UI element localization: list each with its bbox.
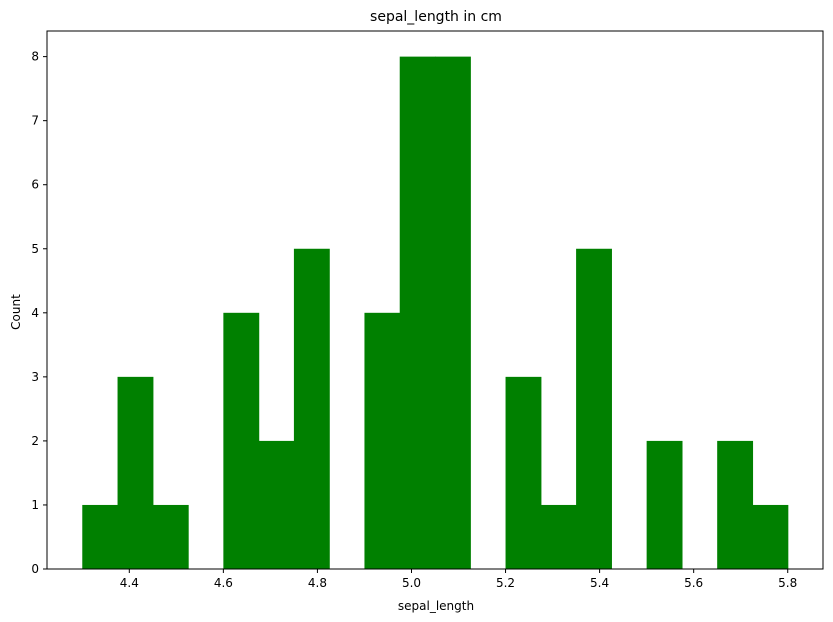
x-axis-label: sepal_length bbox=[398, 599, 474, 613]
x-tick-label-7: 5.8 bbox=[778, 576, 797, 590]
histogram-bar-8 bbox=[364, 312, 401, 569]
histogram-bar-2 bbox=[152, 504, 189, 569]
histogram-bar-10 bbox=[435, 56, 471, 570]
histogram-bar-12 bbox=[505, 376, 542, 569]
y-tick-label-6: 6 bbox=[31, 178, 39, 192]
histogram-bar-13 bbox=[540, 504, 577, 569]
x-tick-label-6: 5.6 bbox=[684, 576, 703, 590]
x-axis-ticks: 4.4 4.6 4.8 5.0 5.2 5.4 5.6 5.8 bbox=[120, 569, 797, 590]
x-tick-label-4: 5.2 bbox=[496, 576, 515, 590]
chart-title: sepal_length in cm bbox=[370, 9, 502, 25]
x-tick-label-1: 4.6 bbox=[214, 576, 233, 590]
histogram-bar-14 bbox=[576, 248, 612, 569]
histogram-bar-9 bbox=[399, 56, 436, 570]
y-tick-label-8: 8 bbox=[31, 50, 39, 64]
histogram-bar-1 bbox=[117, 376, 154, 569]
plot-frame bbox=[46, 30, 824, 570]
y-tick-label-2: 2 bbox=[31, 434, 39, 448]
x-tick-label-2: 4.8 bbox=[308, 576, 327, 590]
x-tick-label-3: 5.0 bbox=[402, 576, 421, 590]
y-tick-label-1: 1 bbox=[31, 498, 39, 512]
bars-group bbox=[82, 56, 789, 570]
y-tick-label-7: 7 bbox=[31, 114, 39, 128]
histogram-bar-16 bbox=[646, 440, 683, 569]
histogram-bar-18 bbox=[717, 440, 754, 569]
y-tick-label-4: 4 bbox=[31, 306, 39, 320]
histogram-bar-4 bbox=[223, 312, 260, 569]
y-axis-label: Count bbox=[9, 294, 23, 330]
y-axis-ticks: 0 1 2 3 4 5 6 7 8 bbox=[31, 50, 47, 576]
histogram-bar-6 bbox=[293, 248, 330, 569]
y-tick-label-0: 0 bbox=[31, 562, 39, 576]
x-tick-label-0: 4.4 bbox=[120, 576, 139, 590]
histogram-bar-0 bbox=[82, 504, 119, 569]
y-tick-label-5: 5 bbox=[31, 242, 39, 256]
histogram-bar-19 bbox=[752, 504, 789, 569]
histogram-bar-5 bbox=[258, 440, 295, 569]
x-tick-label-5: 5.4 bbox=[590, 576, 609, 590]
y-tick-label-3: 3 bbox=[31, 370, 39, 384]
